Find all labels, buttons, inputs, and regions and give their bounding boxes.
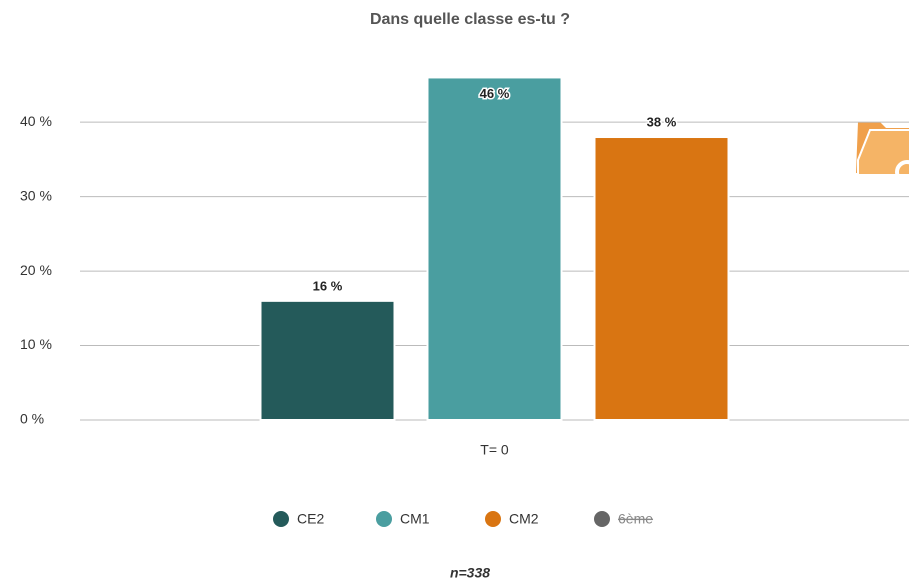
legend-label[interactable]: 6ème	[618, 511, 653, 527]
legend-marker	[376, 511, 392, 527]
legend-label[interactable]: CM1	[400, 511, 430, 527]
legend-marker	[594, 511, 610, 527]
data-label: 16 %	[313, 278, 343, 293]
bar	[259, 299, 396, 422]
data-label: 38 %	[647, 114, 677, 129]
y-tick-label: 40 %	[20, 113, 52, 129]
x-tick-label: T= 0	[480, 442, 509, 458]
legend-label[interactable]: CE2	[297, 511, 324, 527]
y-tick-label: 10 %	[20, 336, 52, 352]
y-tick-label: 0 %	[20, 411, 44, 427]
bar	[593, 136, 730, 421]
legend-marker	[485, 511, 501, 527]
legend-label[interactable]: CM2	[509, 511, 539, 527]
y-tick-label: 30 %	[20, 187, 52, 203]
footnote: n=338	[450, 565, 490, 581]
data-label: 46 %	[480, 86, 510, 101]
legend-marker	[273, 511, 289, 527]
bar	[426, 76, 563, 421]
folder-icon	[856, 122, 909, 192]
y-tick-label: 20 %	[20, 262, 52, 278]
chart-title: Dans quelle classe es-tu ?	[370, 11, 570, 28]
